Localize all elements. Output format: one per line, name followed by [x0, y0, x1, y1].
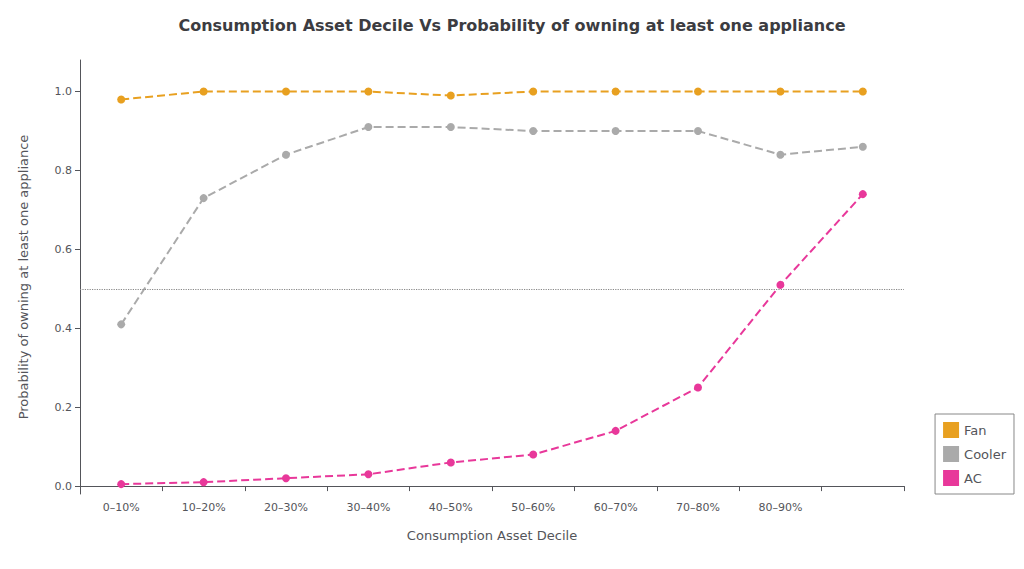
svg-text:0.0: 0.0	[55, 480, 73, 493]
svg-text:0.6: 0.6	[55, 243, 73, 256]
svg-text:80–90%: 80–90%	[758, 501, 802, 514]
svg-text:20–30%: 20–30%	[264, 501, 308, 514]
svg-text:0.8: 0.8	[55, 164, 73, 177]
svg-text:10–20%: 10–20%	[182, 501, 226, 514]
svg-text:Consumption Asset Decile: Consumption Asset Decile	[407, 528, 577, 543]
svg-text:Probability of owning at least: Probability of owning at least one appli…	[16, 135, 31, 420]
svg-text:Fan: Fan	[964, 423, 987, 438]
svg-text:40–50%: 40–50%	[429, 501, 473, 514]
svg-text:Consumption Asset Decile Vs Pr: Consumption Asset Decile Vs Probability …	[178, 16, 845, 35]
svg-text:50–60%: 50–60%	[511, 501, 555, 514]
svg-text:1.0: 1.0	[55, 85, 73, 98]
svg-text:0.2: 0.2	[55, 401, 73, 414]
svg-text:0–10%: 0–10%	[103, 501, 140, 514]
svg-text:AC: AC	[964, 471, 982, 486]
svg-text:70–80%: 70–80%	[676, 501, 720, 514]
svg-text:Cooler: Cooler	[964, 447, 1007, 462]
svg-text:30–40%: 30–40%	[346, 501, 390, 514]
svg-text:60–70%: 60–70%	[594, 501, 638, 514]
svg-text:0.4: 0.4	[55, 322, 73, 335]
